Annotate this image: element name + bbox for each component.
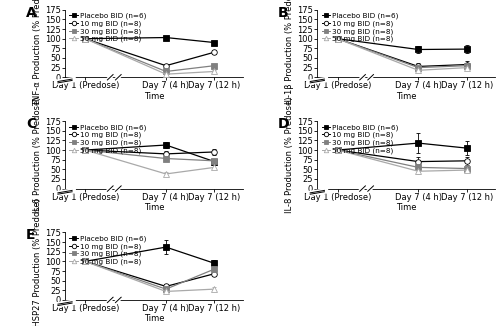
Text: D: D (278, 117, 289, 131)
X-axis label: Time: Time (144, 203, 164, 212)
X-axis label: Time: Time (396, 203, 416, 212)
Legend: Placebo BID (n=6), 10 mg BID (n=8), 30 mg BID (n=8), 50 mg BID (n=8): Placebo BID (n=6), 10 mg BID (n=8), 30 m… (321, 12, 400, 43)
Y-axis label: p-HSP27 Production (% Predose): p-HSP27 Production (% Predose) (33, 198, 42, 326)
X-axis label: Time: Time (144, 315, 164, 323)
Legend: Placebo BID (n=6), 10 mg BID (n=8), 30 mg BID (n=8), 50 mg BID (n=8): Placebo BID (n=6), 10 mg BID (n=8), 30 m… (321, 123, 400, 154)
Y-axis label: IL-6 Production (% Predose): IL-6 Production (% Predose) (33, 96, 42, 213)
Legend: Placebo BID (n=6), 10 mg BID (n=8), 30 mg BID (n=8), 50 mg BID (n=8): Placebo BID (n=6), 10 mg BID (n=8), 30 m… (68, 235, 148, 266)
Y-axis label: IL-8 Production (% Predose): IL-8 Production (% Predose) (286, 96, 294, 213)
Text: B: B (278, 6, 289, 20)
X-axis label: Time: Time (144, 92, 164, 101)
Text: E: E (26, 229, 36, 243)
Text: A: A (26, 6, 36, 20)
X-axis label: Time: Time (396, 92, 416, 101)
Y-axis label: IL-1β Production (% Predose): IL-1β Production (% Predose) (286, 0, 294, 104)
Legend: Placebo BID (n=6), 10 mg BID (n=8), 30 mg BID (n=8), 50 mg BID (n=8): Placebo BID (n=6), 10 mg BID (n=8), 30 m… (68, 123, 148, 154)
Text: C: C (26, 117, 36, 131)
Y-axis label: TNF-α Production (% Predose): TNF-α Production (% Predose) (33, 0, 42, 107)
Legend: Placebo BID (n=6), 10 mg BID (n=8), 30 mg BID (n=8), 50 mg BID (n=8): Placebo BID (n=6), 10 mg BID (n=8), 30 m… (68, 12, 148, 43)
